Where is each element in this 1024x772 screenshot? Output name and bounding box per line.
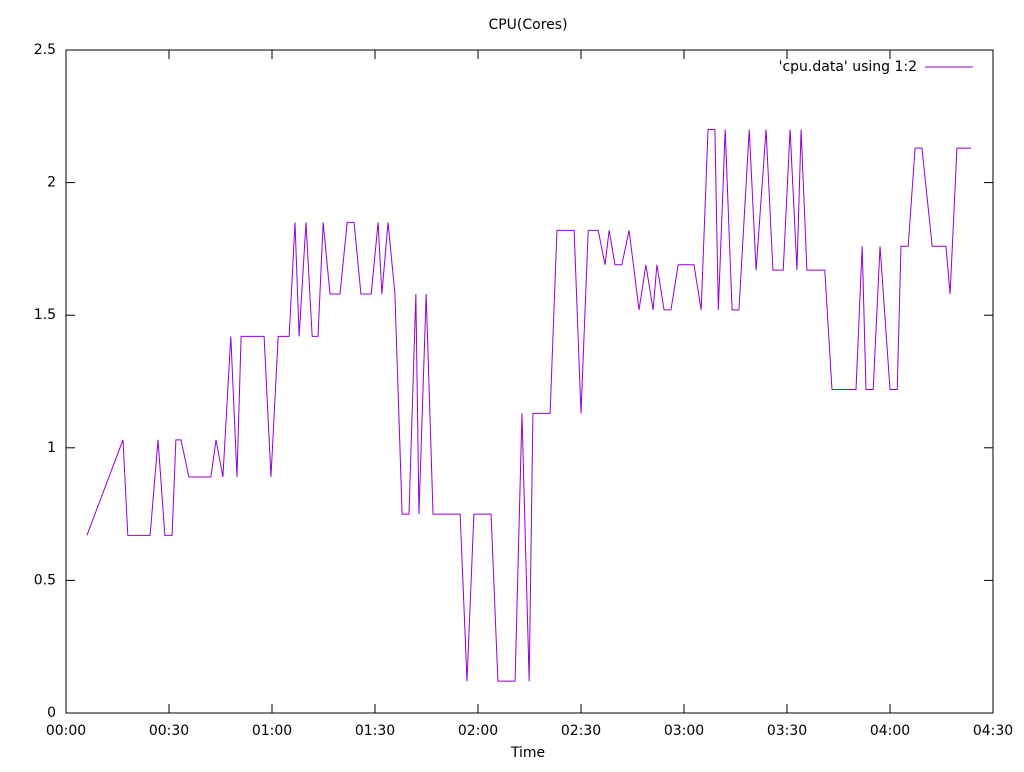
data-line xyxy=(86,129,972,682)
x-tick-label: 04:30 xyxy=(973,723,1013,739)
y-tick-label: 1.5 xyxy=(34,307,56,323)
x-tick-label: 01:30 xyxy=(355,723,395,739)
x-tick-label: 00:30 xyxy=(149,723,189,739)
chart-title: CPU(Cores) xyxy=(488,17,567,33)
y-tick-label: 0 xyxy=(47,705,56,721)
x-tick-label: 03:30 xyxy=(767,723,807,739)
y-tick-label: 1 xyxy=(47,440,56,456)
y-tick-label: 2.5 xyxy=(34,42,56,58)
x-axis-label: Time xyxy=(510,745,545,761)
x-tick-label: 02:30 xyxy=(561,723,601,739)
legend-label: 'cpu.data' using 1:2 xyxy=(779,59,917,75)
y-tick-label: 2 xyxy=(47,175,56,191)
x-tick-label: 02:00 xyxy=(458,723,498,739)
x-tick-label: 00:00 xyxy=(46,723,86,739)
plot-frame xyxy=(65,49,994,714)
y-tick-label: 0.5 xyxy=(34,572,56,588)
x-tick-label: 03:00 xyxy=(664,723,704,739)
x-tick-label: 01:00 xyxy=(252,723,292,739)
x-tick-label: 04:00 xyxy=(870,723,910,739)
